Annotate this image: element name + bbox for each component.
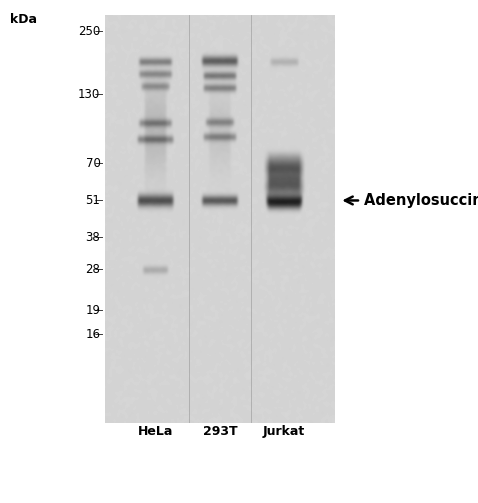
Text: 293T: 293T [203, 425, 237, 438]
Text: —: — [94, 233, 103, 241]
Text: —: — [94, 265, 103, 274]
Text: Jurkat: Jurkat [263, 425, 305, 438]
Text: 16: 16 [86, 328, 100, 342]
Text: 250: 250 [78, 25, 100, 38]
Text: HeLa: HeLa [138, 425, 174, 438]
Text: —: — [94, 90, 103, 99]
Text: 130: 130 [78, 88, 100, 101]
Text: 38: 38 [86, 231, 100, 243]
Text: —: — [94, 306, 103, 315]
Text: —: — [94, 159, 103, 169]
Text: —: — [94, 330, 103, 340]
Text: 70: 70 [86, 157, 100, 171]
Text: 19: 19 [86, 304, 100, 317]
Text: kDa: kDa [10, 13, 36, 26]
Text: 51: 51 [86, 194, 100, 207]
Text: —: — [94, 196, 103, 205]
Text: 28: 28 [86, 263, 100, 276]
Text: Adenylosuccinate Lyase: Adenylosuccinate Lyase [364, 193, 478, 208]
Text: —: — [94, 27, 103, 36]
